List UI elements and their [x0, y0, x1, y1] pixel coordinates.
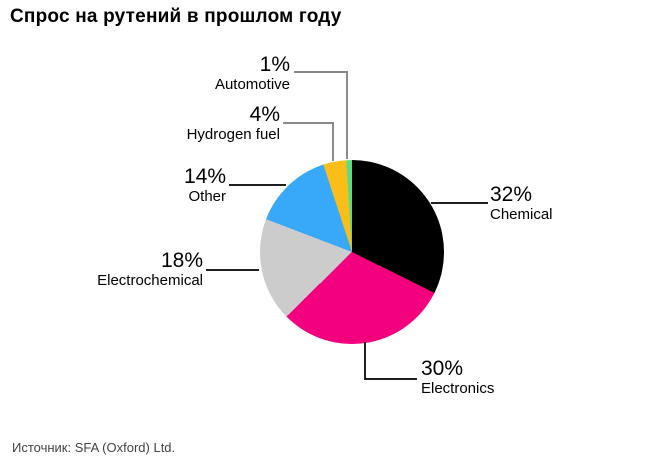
slice-label-electrochemical: 18% Electrochemical [63, 250, 203, 290]
slice-name-electronics: Electronics [421, 380, 495, 397]
source-caption: Источник: SFA (Oxford) Ltd. [12, 440, 176, 455]
slice-name-automotive: Automotive [214, 76, 290, 93]
slice-name-electrochemical: Electrochemical [97, 272, 203, 289]
chart-title: Спрос на рутений в прошлом году [10, 6, 342, 27]
slice-label-other: 14% Other [96, 166, 226, 206]
slice-percent-chemical: 32% [490, 183, 533, 206]
slice-label-electronics: 30% Electronics [421, 358, 571, 398]
slice-label-automotive: 1% Automotive [150, 54, 290, 94]
slice-name-other: Other [188, 188, 226, 205]
slice-percent-automotive: 1% [259, 53, 290, 76]
leader-line-chemical [431, 202, 488, 204]
slice-name-chemical: Chemical [490, 206, 553, 223]
slice-label-chemical: 32% Chemical [490, 184, 640, 224]
slice-percent-electrochemical: 18% [160, 249, 203, 272]
leader-line-automotive-vertical [346, 71, 348, 159]
leader-line-electronics-vertical [364, 342, 366, 380]
slice-percent-other: 14% [183, 165, 226, 188]
slice-label-hydrogen-fuel: 4% Hydrogen fuel [130, 104, 280, 144]
leader-line-hydrogen-fuel-vertical [332, 122, 334, 161]
leader-line-hydrogen-fuel-horizontal [283, 122, 334, 124]
slice-name-hydrogen-fuel: Hydrogen fuel [186, 126, 280, 143]
pie-chart [260, 160, 444, 344]
leader-line-automotive-horizontal [294, 71, 348, 73]
leader-line-electronics-horizontal [364, 378, 417, 380]
slice-percent-electronics: 30% [421, 357, 464, 380]
leader-line-other [229, 184, 286, 186]
slice-percent-hydrogen-fuel: 4% [249, 103, 280, 126]
leader-line-electrochemical [206, 269, 259, 271]
